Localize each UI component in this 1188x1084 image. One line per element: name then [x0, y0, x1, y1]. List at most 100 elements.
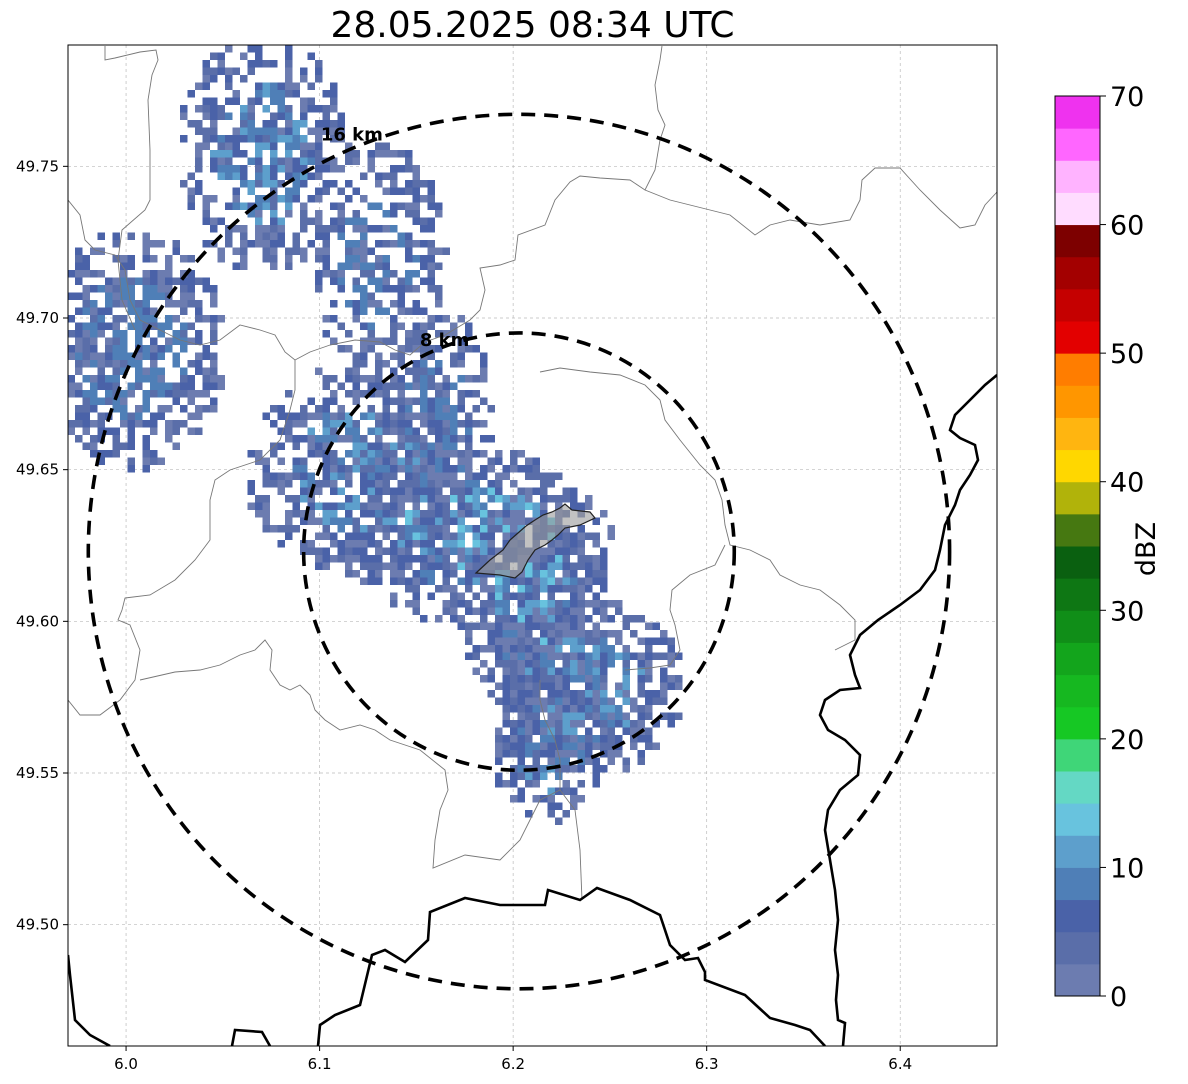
echo-cell	[202, 202, 210, 210]
echo-cell	[427, 180, 435, 188]
echo-cell	[420, 255, 428, 263]
echo-cell	[442, 247, 450, 255]
echo-cell	[645, 652, 653, 660]
echo-cell	[577, 645, 585, 653]
echo-cell	[652, 652, 660, 660]
echo-cell	[457, 600, 465, 608]
echo-cell	[585, 682, 593, 690]
echo-cell	[247, 97, 255, 105]
echo-cell	[165, 277, 173, 285]
echo-cell	[127, 285, 135, 293]
echo-cell	[562, 780, 570, 788]
echo-cell	[480, 660, 488, 668]
echo-cell	[330, 502, 338, 510]
echo-cell	[277, 105, 285, 113]
echo-cell	[570, 570, 578, 578]
echo-cell	[435, 315, 443, 323]
echo-cell	[97, 450, 105, 458]
echo-cell	[622, 615, 630, 623]
echo-cell	[97, 352, 105, 360]
echo-cell	[240, 135, 248, 143]
echo-cell	[68, 345, 75, 353]
echo-cell	[187, 270, 195, 278]
echo-cell	[562, 712, 570, 720]
echo-cell	[555, 607, 563, 615]
echo-cell	[502, 472, 510, 480]
commune-border-south	[139, 639, 583, 901]
echo-cell	[352, 465, 360, 473]
echo-cell	[472, 420, 480, 428]
echo-cell	[435, 427, 443, 435]
echo-cell	[172, 330, 180, 338]
echo-cell	[495, 495, 503, 503]
echo-cell	[622, 727, 630, 735]
echo-cell	[487, 547, 495, 555]
echo-cell	[390, 382, 398, 390]
echo-cell	[232, 67, 240, 75]
echo-cell	[405, 307, 413, 315]
echo-cell	[210, 157, 218, 165]
echo-cell	[232, 225, 240, 233]
echo-cell	[352, 277, 360, 285]
echo-cell	[45, 345, 53, 353]
echo-cell	[487, 495, 495, 503]
echo-cell	[367, 150, 375, 158]
echo-cell	[555, 727, 563, 735]
echo-cell	[90, 247, 98, 255]
echo-cell	[172, 442, 180, 450]
echo-cell	[435, 457, 443, 465]
echo-cell	[547, 810, 555, 818]
echo-cell	[405, 442, 413, 450]
echo-cell	[412, 592, 420, 600]
echo-cell	[547, 630, 555, 638]
echo-cell	[637, 615, 645, 623]
echo-cell	[502, 705, 510, 713]
echo-cell	[525, 735, 533, 743]
echo-cell	[615, 607, 623, 615]
echo-cell	[300, 517, 308, 525]
echo-cell	[142, 352, 150, 360]
echo-cell	[322, 472, 330, 480]
echo-cell	[420, 442, 428, 450]
echo-cell	[360, 487, 368, 495]
echo-cell	[412, 330, 420, 338]
echo-cell	[247, 120, 255, 128]
echo-cell	[540, 720, 548, 728]
echo-cell	[435, 450, 443, 458]
echo-cell	[487, 675, 495, 683]
echo-cell	[472, 510, 480, 518]
echo-cell	[427, 555, 435, 563]
city-outline	[474, 503, 596, 579]
echo-cell	[278, 38, 286, 46]
echo-cell	[555, 667, 563, 675]
echo-cell	[187, 375, 195, 383]
echo-cell	[210, 285, 218, 293]
echo-cell	[337, 217, 345, 225]
echo-cell	[412, 322, 420, 330]
echo-cell	[412, 240, 420, 248]
echo-cell	[352, 457, 360, 465]
echo-cell	[345, 570, 353, 578]
echo-cell	[562, 600, 570, 608]
echo-cell	[457, 615, 465, 623]
echo-cell	[570, 742, 578, 750]
echo-cell	[255, 60, 263, 68]
echo-cell	[397, 487, 405, 495]
echo-cell	[142, 255, 150, 263]
echo-cell	[412, 382, 420, 390]
echo-cell	[68, 352, 75, 360]
echo-cell	[577, 637, 585, 645]
echo-cell	[405, 525, 413, 533]
echo-cell	[315, 547, 323, 555]
echo-cell	[315, 225, 323, 233]
echo-cell	[68, 382, 75, 390]
echo-cell	[135, 420, 143, 428]
echo-cell	[510, 465, 518, 473]
echo-cell	[457, 390, 465, 398]
echo-cell	[487, 667, 495, 675]
echo-cell	[195, 142, 203, 150]
echo-cell	[90, 375, 98, 383]
echo-cell	[240, 172, 248, 180]
echo-cell	[487, 540, 495, 548]
colorbar-segment	[1055, 256, 1100, 290]
